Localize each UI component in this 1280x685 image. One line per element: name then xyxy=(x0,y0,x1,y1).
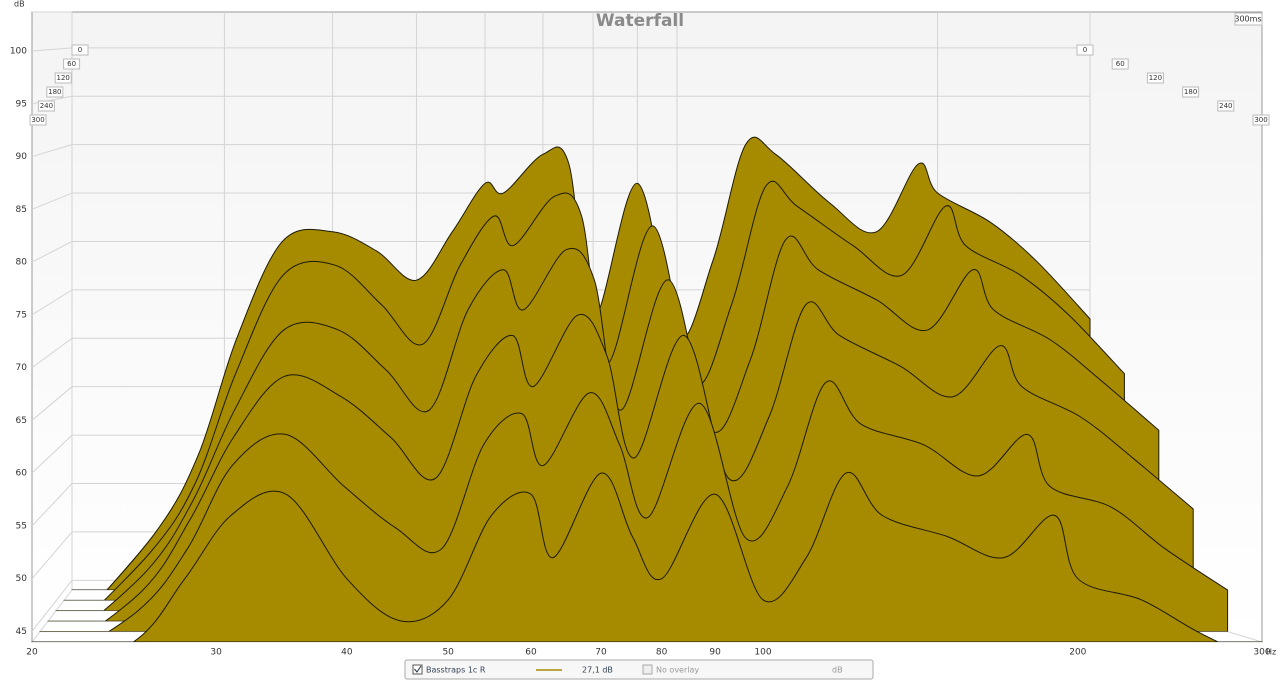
legend-name: Basstraps 1c R xyxy=(426,666,486,675)
z-tick-label-right: 0 xyxy=(1083,46,1087,54)
x-tick-label: 100 xyxy=(754,648,771,658)
z-tick-box xyxy=(37,100,55,112)
grid-line xyxy=(31,192,73,210)
z-tick-box xyxy=(1076,44,1094,56)
grid-line xyxy=(31,531,73,580)
overlay-checkbox[interactable] xyxy=(642,664,653,675)
z-tick-label-left: 60 xyxy=(67,60,76,68)
grid-line xyxy=(31,47,73,52)
y-tick-label: 75 xyxy=(16,310,27,320)
legend-overlay: No overlay xyxy=(656,666,699,675)
z-tick-label-right: 60 xyxy=(1116,60,1125,68)
y-tick-label: 45 xyxy=(16,627,27,637)
x-tick-label: 50 xyxy=(442,648,454,658)
grid-line xyxy=(31,483,73,527)
slices xyxy=(31,136,1263,642)
x-tick-label: 70 xyxy=(595,648,607,658)
y-tick-label: 60 xyxy=(16,469,28,479)
z-tick-box xyxy=(1111,58,1129,70)
checkbox[interactable] xyxy=(412,664,423,675)
x-tick-label: 90 xyxy=(709,648,721,658)
x-tick-label: 60 xyxy=(525,648,537,658)
grid-line xyxy=(31,386,73,421)
y-tick-label: 100 xyxy=(10,47,27,57)
z-tick-box xyxy=(29,114,47,126)
z-tick-label-right: 120 xyxy=(1149,74,1162,82)
grid-line xyxy=(31,241,73,263)
grid-line xyxy=(31,589,73,643)
x-axis-label: Hz xyxy=(1266,648,1276,657)
z-tick-label-left: 240 xyxy=(40,102,53,110)
time-range-label: 300ms xyxy=(1234,15,1261,24)
z-tick-label-left: 180 xyxy=(48,88,61,96)
x-tick-label: 300 xyxy=(1253,648,1270,658)
z-tick-label-right: 240 xyxy=(1219,102,1232,110)
y-tick-label: 70 xyxy=(16,363,28,373)
grid-line xyxy=(31,337,73,369)
z-tick-label-left: 300 xyxy=(31,116,44,124)
legend-unit: dB xyxy=(832,666,843,675)
x-tick-label: 20 xyxy=(26,648,38,658)
y-tick-label: 55 xyxy=(16,521,27,531)
z-tick-box xyxy=(1182,86,1200,98)
grid-line xyxy=(31,144,73,158)
y-tick-label: 90 xyxy=(16,152,28,162)
waterfall-slice xyxy=(31,471,1263,642)
grid-line xyxy=(31,434,73,474)
x-tick-label: 200 xyxy=(1069,648,1086,658)
grid-line xyxy=(31,580,73,632)
y-tick-label: 95 xyxy=(16,99,27,109)
z-tick-label-left: 0 xyxy=(78,46,82,54)
labels: 45 50 55 60 65 70 75 80 85 90 95 100 20 30 40 50 60 70 80 9… xyxy=(10,44,1271,658)
y-tick-label: 80 xyxy=(16,258,28,268)
legend-value: 27,1 dB xyxy=(582,666,613,675)
legend-box xyxy=(404,659,874,680)
check xyxy=(414,665,422,673)
z-tick-box xyxy=(1146,72,1164,84)
x-tick-label: 80 xyxy=(656,648,668,658)
z-tick-box xyxy=(1217,100,1235,112)
z-tick-box xyxy=(71,44,89,56)
z-tick-label-right: 180 xyxy=(1184,88,1197,96)
x-tick-label: 40 xyxy=(341,648,353,658)
z-tick-box xyxy=(54,72,72,84)
time-range-box xyxy=(1234,12,1263,26)
y-axis-label: dB xyxy=(14,0,25,9)
z-tick-box xyxy=(46,86,64,98)
y-tick-label: 85 xyxy=(16,205,27,215)
chart-title: Waterfall xyxy=(596,11,684,31)
z-tick-label-left: 120 xyxy=(57,74,70,82)
legend: Basstraps 1c R 27,1 dB No overlay dB xyxy=(404,659,874,680)
z-tick-box xyxy=(1252,114,1270,126)
y-tick-label: 65 xyxy=(16,416,27,426)
grid-line xyxy=(31,289,73,316)
z-tick-box xyxy=(63,58,81,70)
z-tick-label-right: 300 xyxy=(1254,116,1267,124)
x-tick-label: 30 xyxy=(210,648,222,658)
y-tick-label: 50 xyxy=(16,574,28,584)
